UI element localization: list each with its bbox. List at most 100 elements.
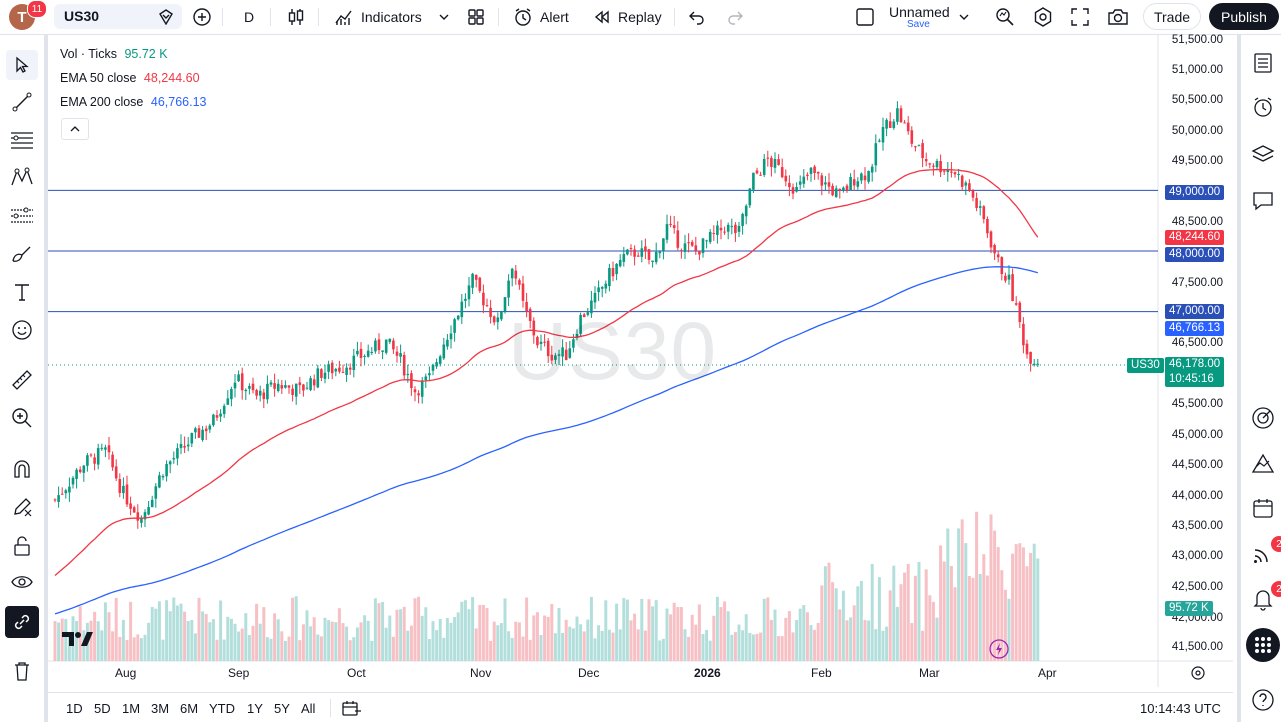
- layout-grid-icon[interactable]: [466, 0, 486, 34]
- save-status[interactable]: Save: [907, 19, 930, 30]
- volume-bar: [996, 547, 1000, 661]
- timeframe-3m[interactable]: 3M: [151, 701, 170, 716]
- indicators-dropdown-icon[interactable]: [438, 0, 450, 34]
- chart-pane[interactable]: US30 Vol · Ticks 95.72 K EMA 50 close 48…: [48, 34, 1233, 687]
- candle-body: [982, 206, 986, 220]
- volume-bar: [67, 635, 71, 661]
- magnet-icon[interactable]: [8, 455, 36, 483]
- text-icon[interactable]: [8, 278, 36, 306]
- emoji-icon[interactable]: [8, 316, 36, 344]
- notifications-bell-icon[interactable]: [1249, 585, 1277, 613]
- candle-body: [1025, 343, 1029, 355]
- drawing-mode-icon[interactable]: [8, 493, 36, 521]
- tradingview-logo-icon[interactable]: [62, 631, 94, 652]
- indicators-icon: [335, 10, 352, 25]
- timeframe-1y[interactable]: 1Y: [247, 701, 263, 716]
- layout-dropdown-icon[interactable]: [958, 0, 970, 34]
- watchlist-icon[interactable]: [1249, 49, 1277, 77]
- volume-legend[interactable]: Vol · Ticks 95.72 K: [60, 47, 168, 61]
- interval-button[interactable]: D: [244, 0, 254, 34]
- publish-button[interactable]: Publish: [1209, 3, 1279, 30]
- layout-name[interactable]: Unnamed: [889, 4, 950, 20]
- candle-body: [870, 166, 874, 173]
- candle-body: [442, 344, 446, 359]
- replay-button[interactable]: Replay: [592, 0, 662, 34]
- volume-bar: [75, 620, 79, 661]
- volume-bar: [147, 622, 151, 661]
- apps-grid-icon[interactable]: [1246, 628, 1280, 662]
- volume-bar: [312, 617, 316, 661]
- symbol-search[interactable]: [54, 4, 182, 29]
- candle-body: [582, 314, 586, 318]
- candle-body: [604, 283, 608, 289]
- chat-icon[interactable]: [1249, 187, 1277, 215]
- volume-bar: [593, 638, 597, 661]
- target-icon[interactable]: [1249, 404, 1277, 432]
- zoom-in-icon[interactable]: [8, 404, 36, 432]
- timeframe-5y[interactable]: 5Y: [274, 701, 290, 716]
- volume-bar: [823, 566, 827, 661]
- price-tick: 51,500.00: [1171, 34, 1223, 46]
- trend-line-icon[interactable]: [8, 88, 36, 116]
- quick-search-icon[interactable]: [994, 0, 1016, 34]
- compare-add-icon[interactable]: [192, 0, 212, 34]
- calendar-icon[interactable]: [1249, 494, 1277, 522]
- link-icon[interactable]: [5, 606, 39, 638]
- alerts-clock-icon[interactable]: [1249, 93, 1277, 121]
- undo-icon[interactable]: [688, 0, 706, 34]
- candle-body: [903, 122, 906, 124]
- ema200-line: [54, 266, 1038, 615]
- brush-icon[interactable]: [8, 240, 36, 268]
- candle-body: [230, 388, 233, 400]
- cursor-icon[interactable]: [6, 50, 38, 80]
- volume-bar: [625, 599, 629, 661]
- ruler-icon[interactable]: [8, 366, 36, 394]
- eye-icon[interactable]: [8, 568, 36, 596]
- volume-bar: [201, 611, 205, 661]
- candle-type-icon[interactable]: [286, 0, 306, 34]
- volume-bar: [708, 640, 712, 661]
- ema200-legend[interactable]: EMA 200 close 46,766.13: [60, 95, 206, 109]
- timeframe-ytd[interactable]: YTD: [209, 701, 235, 716]
- candle-body: [417, 393, 420, 396]
- signals-icon[interactable]: [1249, 540, 1277, 568]
- fullscreen-icon[interactable]: [1070, 0, 1090, 34]
- clock[interactable]: 10:14:43 UTC: [1140, 701, 1221, 716]
- volume-bar: [946, 528, 950, 661]
- redo-icon[interactable]: [726, 0, 744, 34]
- ema50-legend[interactable]: EMA 50 close 48,244.60: [60, 71, 200, 85]
- volume-bar: [672, 602, 676, 661]
- horizontal-lines-icon[interactable]: [8, 126, 36, 154]
- indicators-button[interactable]: Indicators: [334, 0, 422, 34]
- help-icon[interactable]: [1249, 686, 1277, 714]
- alert-button[interactable]: Alert: [512, 0, 569, 34]
- axis-settings-icon[interactable]: [1190, 665, 1206, 686]
- trade-button[interactable]: Trade: [1143, 3, 1201, 30]
- volume-bar: [661, 638, 665, 661]
- pattern-icon[interactable]: [8, 164, 36, 192]
- collapse-legend-button[interactable]: [61, 118, 89, 140]
- timeframe-1m[interactable]: 1M: [122, 701, 141, 716]
- volume-bar: [417, 596, 421, 661]
- timeframe-1d[interactable]: 1D: [66, 701, 83, 716]
- lightning-icon[interactable]: [988, 638, 1010, 665]
- candle-body: [316, 368, 320, 388]
- lock-icon[interactable]: [8, 532, 36, 560]
- timeframe-5d[interactable]: 5D: [94, 701, 111, 716]
- symbol-options-icon[interactable]: [158, 0, 174, 34]
- layers-icon[interactable]: [1249, 140, 1277, 168]
- volume-bar: [496, 625, 500, 661]
- volume-bar: [903, 572, 907, 661]
- trash-icon[interactable]: [8, 657, 36, 685]
- timeframe-all[interactable]: All: [301, 701, 316, 716]
- settings-gear-icon[interactable]: [1032, 0, 1054, 34]
- date-range-icon[interactable]: [341, 699, 361, 722]
- prediction-icon[interactable]: [8, 202, 36, 230]
- timeframe-6m[interactable]: 6M: [180, 701, 199, 716]
- volume-bar: [777, 636, 781, 661]
- layout-checkbox[interactable]: [855, 0, 875, 34]
- ideas-icon[interactable]: [1249, 449, 1277, 477]
- price-chart[interactable]: [48, 35, 1233, 687]
- candle-body: [168, 461, 172, 465]
- camera-icon[interactable]: [1107, 0, 1129, 34]
